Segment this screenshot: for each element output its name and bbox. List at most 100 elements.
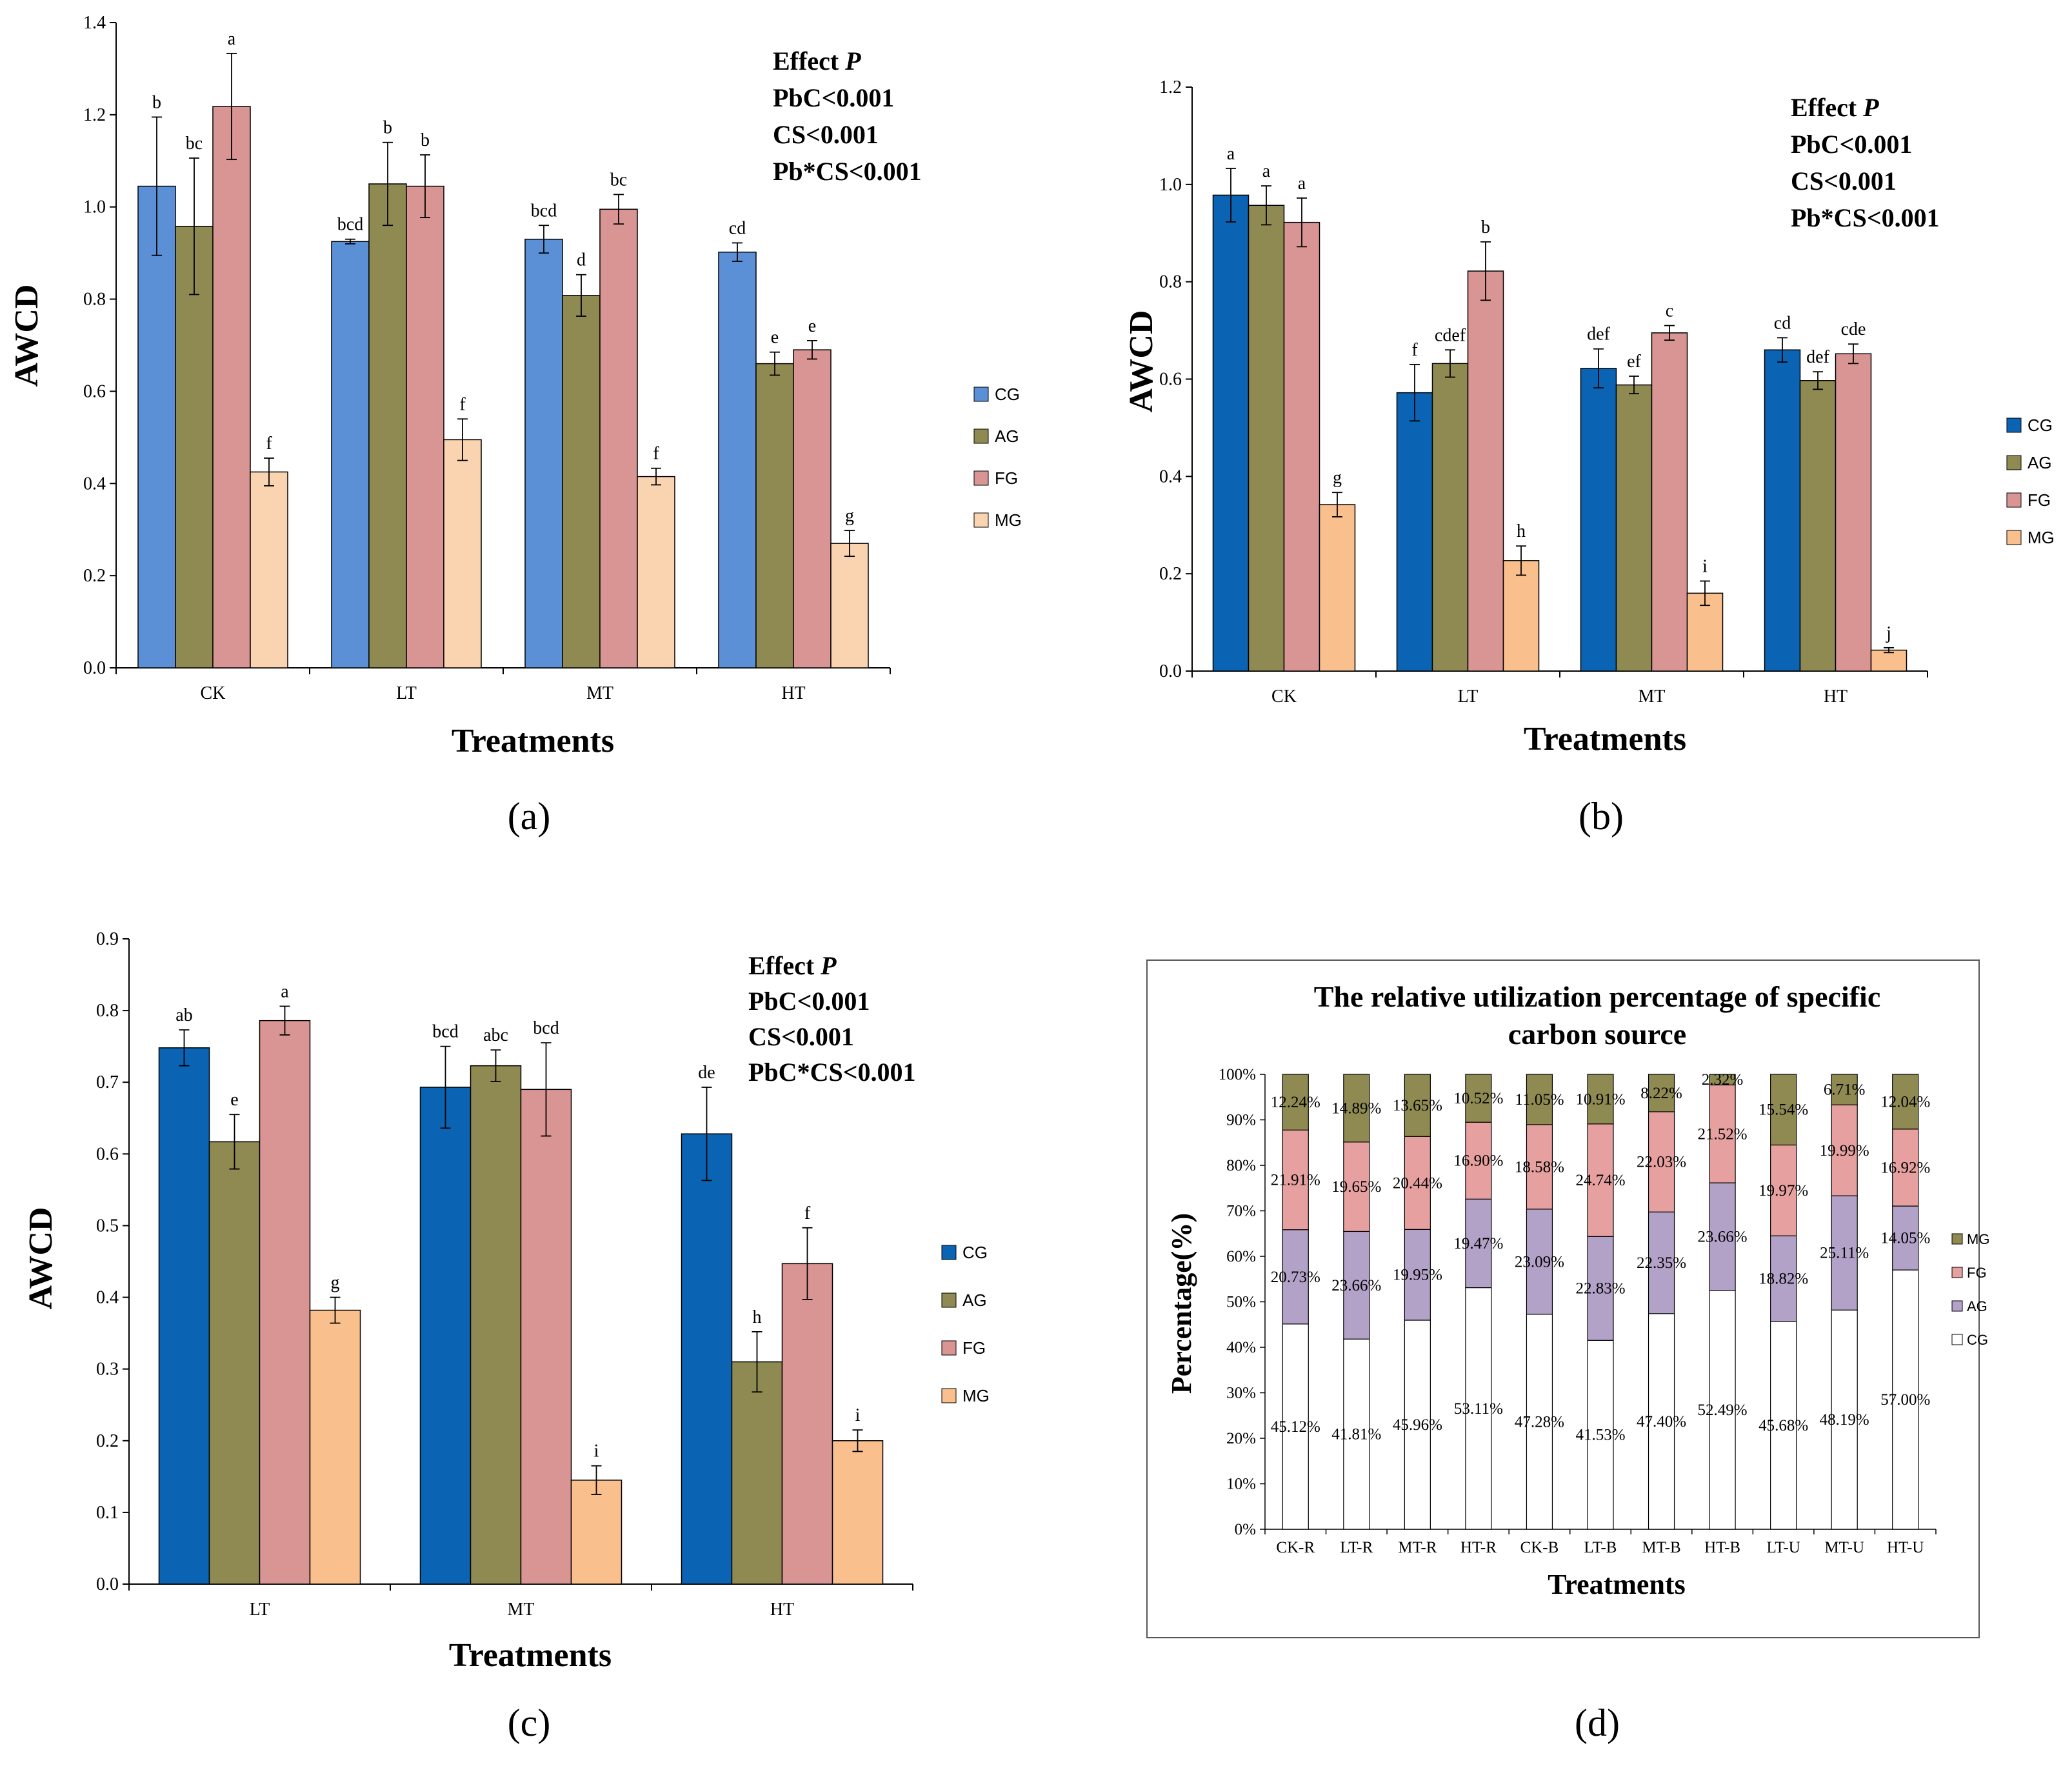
significance-letter: bcd xyxy=(533,1018,559,1038)
bar-mg xyxy=(570,1480,623,1585)
x-tick-label: HT-U xyxy=(1887,1539,1924,1556)
significance-letter: i xyxy=(1702,556,1708,576)
bar-mg xyxy=(443,439,482,668)
legend-label: MG xyxy=(2027,528,2055,547)
y-tick-label: 0% xyxy=(1235,1521,1256,1538)
data-label: 24.74% xyxy=(1575,1172,1625,1189)
stats-line: Pb*CS<0.001 xyxy=(773,157,922,186)
data-label: 15.54% xyxy=(1758,1101,1808,1119)
stack-segment-ag xyxy=(1770,1235,1797,1322)
bar-cg xyxy=(137,185,176,668)
stack-segment-mg xyxy=(1892,1074,1919,1130)
legend-swatch-fg xyxy=(941,1340,957,1356)
stack-segment-cg xyxy=(1709,1290,1736,1530)
data-label: 12.24% xyxy=(1271,1094,1320,1111)
x-tick-label: HT xyxy=(770,1600,794,1620)
legend-swatch-mg xyxy=(1951,1233,1963,1245)
y-tick-label: 20% xyxy=(1226,1430,1256,1447)
data-label: 18.58% xyxy=(1515,1158,1564,1176)
bar-fg xyxy=(599,208,638,668)
stack-segment-ag xyxy=(1404,1229,1431,1321)
significance-letter: bcd xyxy=(432,1022,458,1042)
legend-label: AG xyxy=(962,1291,987,1310)
stack-segment-fg xyxy=(1770,1144,1797,1236)
y-axis-title: Percentage(%) xyxy=(1166,1213,1197,1394)
y-tick-label: 70% xyxy=(1226,1203,1256,1220)
legend-swatch-ag xyxy=(1951,1300,1963,1312)
data-label: 23.09% xyxy=(1515,1253,1564,1271)
data-label: 14.05% xyxy=(1880,1230,1930,1247)
x-axis-title: Treatments xyxy=(449,1637,612,1674)
x-tick-label: MT-R xyxy=(1398,1539,1437,1556)
stack-segment-mg xyxy=(1831,1074,1858,1105)
legend-label: AG xyxy=(1967,1298,1987,1314)
data-label: 22.03% xyxy=(1637,1154,1686,1171)
chart-b-svg: 0.00.20.40.60.81.01.2CKaaagLTfcdefbhMTde… xyxy=(1123,77,2055,838)
bar-ag xyxy=(1615,384,1653,672)
significance-letter: a xyxy=(228,29,236,49)
bar-fg xyxy=(520,1089,572,1585)
data-label: 45.68% xyxy=(1758,1417,1808,1434)
stack-segment-ag xyxy=(1709,1182,1736,1291)
significance-letter: i xyxy=(855,1405,861,1425)
x-tick-label: CK xyxy=(201,683,226,703)
stack-segment-mg xyxy=(1465,1074,1492,1123)
y-tick-label: 100% xyxy=(1219,1066,1256,1083)
significance-letter: bc xyxy=(186,134,203,154)
legend-swatch-cg xyxy=(1951,1334,1963,1345)
legend-swatch-ag xyxy=(973,428,989,444)
stack-segment-fg xyxy=(1709,1084,1736,1183)
stats-line: PbC*CS<0.001 xyxy=(748,1058,916,1087)
stack-segment-ag xyxy=(1526,1209,1553,1315)
data-label: 2.32% xyxy=(1702,1071,1744,1089)
y-tick-label: 0.2 xyxy=(83,566,106,586)
x-tick-label: CK xyxy=(1271,687,1297,707)
bar-cg xyxy=(331,241,370,668)
significance-letter: e xyxy=(230,1090,238,1110)
significance-letter: a xyxy=(1298,174,1306,194)
data-label: 48.19% xyxy=(1820,1411,1869,1429)
y-tick-label: 1.4 xyxy=(83,13,106,33)
legend-swatch-mg xyxy=(973,512,989,528)
stack-segment-cg xyxy=(1404,1320,1431,1530)
stack-segment-cg xyxy=(1465,1287,1492,1530)
stack-segment-mg xyxy=(1648,1074,1675,1112)
bar-fg xyxy=(781,1263,833,1585)
stats-line: CS<0.001 xyxy=(1791,166,1897,196)
y-tick-label: 0.8 xyxy=(83,290,106,310)
y-tick-label: 0.7 xyxy=(96,1072,119,1092)
stats-line: Pb*CS<0.001 xyxy=(1791,203,1940,232)
significance-letter: e xyxy=(808,316,816,336)
panel-label: (c) xyxy=(508,1702,551,1744)
chart-c-svg: 0.0 0.1 0.2 0.3 0.4 0.5 0.6 0.7 0.8 0.9 LT ab e a g MT b… xyxy=(23,929,990,1744)
data-label: 47.40% xyxy=(1637,1413,1686,1431)
significance-letter: cdef xyxy=(1435,325,1466,345)
stack-segment-fg xyxy=(1282,1129,1309,1231)
significance-letter: f xyxy=(804,1203,811,1223)
legend-label: CG xyxy=(1967,1332,1988,1348)
bar-ag xyxy=(1431,363,1469,672)
data-label: 19.47% xyxy=(1453,1235,1503,1252)
significance-letter: h xyxy=(753,1307,762,1327)
bar-ag xyxy=(562,295,601,668)
y-axis-title: AWCD xyxy=(1123,310,1160,413)
bar-mg xyxy=(1686,592,1724,672)
panel-label: (b) xyxy=(1579,795,1624,838)
significance-letter: a xyxy=(1227,144,1235,164)
significance-letter: d xyxy=(577,250,586,270)
bar-cg xyxy=(524,238,563,668)
bar-cg xyxy=(1580,368,1617,672)
legend-label: AG xyxy=(2027,453,2052,472)
y-tick-label: 40% xyxy=(1226,1339,1256,1356)
bar-cg xyxy=(1396,392,1433,672)
stack-segment-fg xyxy=(1892,1129,1919,1207)
y-tick-label: 0.3 xyxy=(96,1360,119,1380)
data-label: 25.11% xyxy=(1820,1245,1869,1262)
bar-fg xyxy=(1467,270,1504,672)
bar-ag xyxy=(731,1361,783,1585)
stack-segment-mg xyxy=(1526,1074,1553,1125)
legend-label: CG xyxy=(2027,416,2053,435)
stats-line: PbC<0.001 xyxy=(773,83,894,112)
significance-letter: a xyxy=(281,981,289,1001)
bar-fg xyxy=(406,185,444,668)
